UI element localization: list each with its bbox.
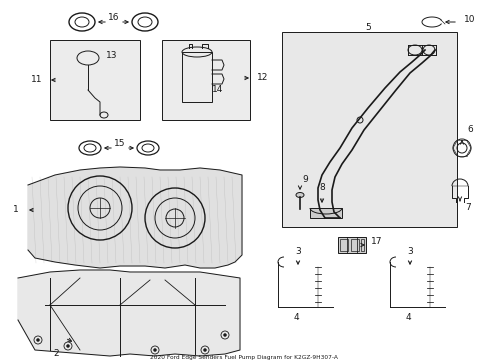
Text: 1: 1 <box>13 206 19 215</box>
Text: 14: 14 <box>212 85 223 94</box>
Text: 2020 Ford Edge Senders Fuel Pump Diagram for K2GZ-9H307-A: 2020 Ford Edge Senders Fuel Pump Diagram… <box>150 355 337 360</box>
Circle shape <box>203 348 206 351</box>
Text: 2: 2 <box>53 350 59 359</box>
Text: 16: 16 <box>108 13 120 22</box>
Circle shape <box>153 348 156 351</box>
Text: 8: 8 <box>319 184 324 193</box>
Bar <box>309 208 341 218</box>
Ellipse shape <box>295 193 304 198</box>
Circle shape <box>66 345 69 347</box>
Bar <box>339 239 347 251</box>
Text: 6: 6 <box>466 126 472 135</box>
Circle shape <box>223 333 226 337</box>
Text: 4: 4 <box>293 312 298 321</box>
Polygon shape <box>18 270 240 356</box>
Bar <box>182 52 212 102</box>
Bar <box>350 239 358 251</box>
Polygon shape <box>28 167 242 268</box>
Bar <box>360 239 363 251</box>
Text: 12: 12 <box>257 73 268 82</box>
Text: 9: 9 <box>302 175 307 184</box>
Text: 5: 5 <box>365 22 370 31</box>
Text: 17: 17 <box>370 237 382 246</box>
FancyBboxPatch shape <box>162 40 249 120</box>
Text: 10: 10 <box>463 14 475 23</box>
Text: 3: 3 <box>407 248 412 256</box>
Bar <box>337 237 365 253</box>
Text: 15: 15 <box>114 139 125 148</box>
Text: 3: 3 <box>295 248 300 256</box>
Text: 7: 7 <box>464 203 470 212</box>
Text: 13: 13 <box>106 50 118 59</box>
Text: 11: 11 <box>31 76 42 85</box>
Bar <box>282 32 456 227</box>
Text: 4: 4 <box>405 312 410 321</box>
Circle shape <box>37 338 40 342</box>
FancyBboxPatch shape <box>50 40 140 120</box>
